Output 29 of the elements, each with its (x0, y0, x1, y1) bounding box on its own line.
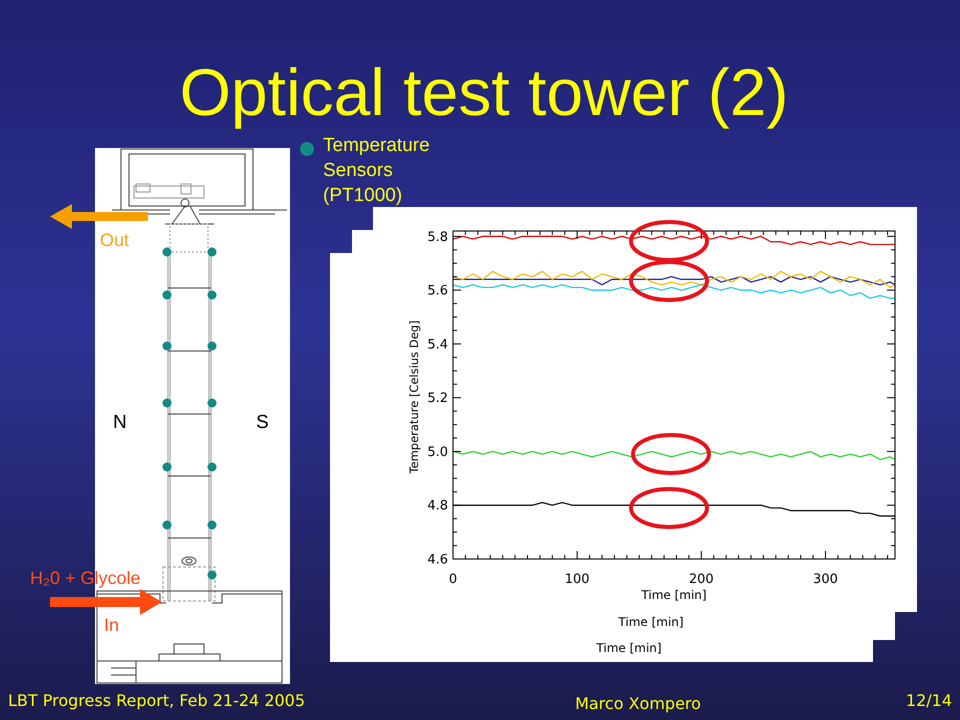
y-tick-label: 5.0 (427, 444, 448, 460)
text: 12/14 (906, 691, 952, 710)
x-tick-label: 300 (813, 572, 838, 587)
text: N (113, 412, 127, 433)
text: Time [min] (595, 641, 662, 655)
x-tick-label: 200 (688, 572, 714, 587)
text: Temperature Sensors (PT1000) (323, 135, 430, 206)
line-series (452, 284, 896, 299)
y-axis-title: Temperature [Celsius Deg] (407, 320, 421, 475)
text: Marco Xompero (575, 694, 701, 713)
y-tick-label: 5.2 (427, 391, 448, 406)
line-series (452, 276, 896, 286)
chart-title: Optical test tower (2) (180, 55, 788, 129)
y-tick-label: 4.6 (427, 552, 448, 568)
text: Time [min] (617, 615, 684, 629)
text: LBT Progress Report, Feb 21-24 2005 (8, 691, 306, 710)
y-tick-label: 5.8 (427, 230, 448, 245)
x-tick-label: 0 (448, 572, 458, 587)
y-tick-label: 5.6 (427, 284, 448, 299)
x-axis-title: Time [min] (640, 588, 707, 602)
line-series (452, 270, 896, 288)
x-tick-label: 100 (564, 572, 590, 587)
line-series (452, 450, 896, 460)
y-tick-label: 5.4 (427, 337, 448, 352)
text: In (104, 615, 120, 635)
text: S (256, 412, 269, 433)
line-series (452, 236, 896, 246)
text: Out (100, 230, 130, 250)
y-tick-label: 4.8 (427, 498, 448, 514)
